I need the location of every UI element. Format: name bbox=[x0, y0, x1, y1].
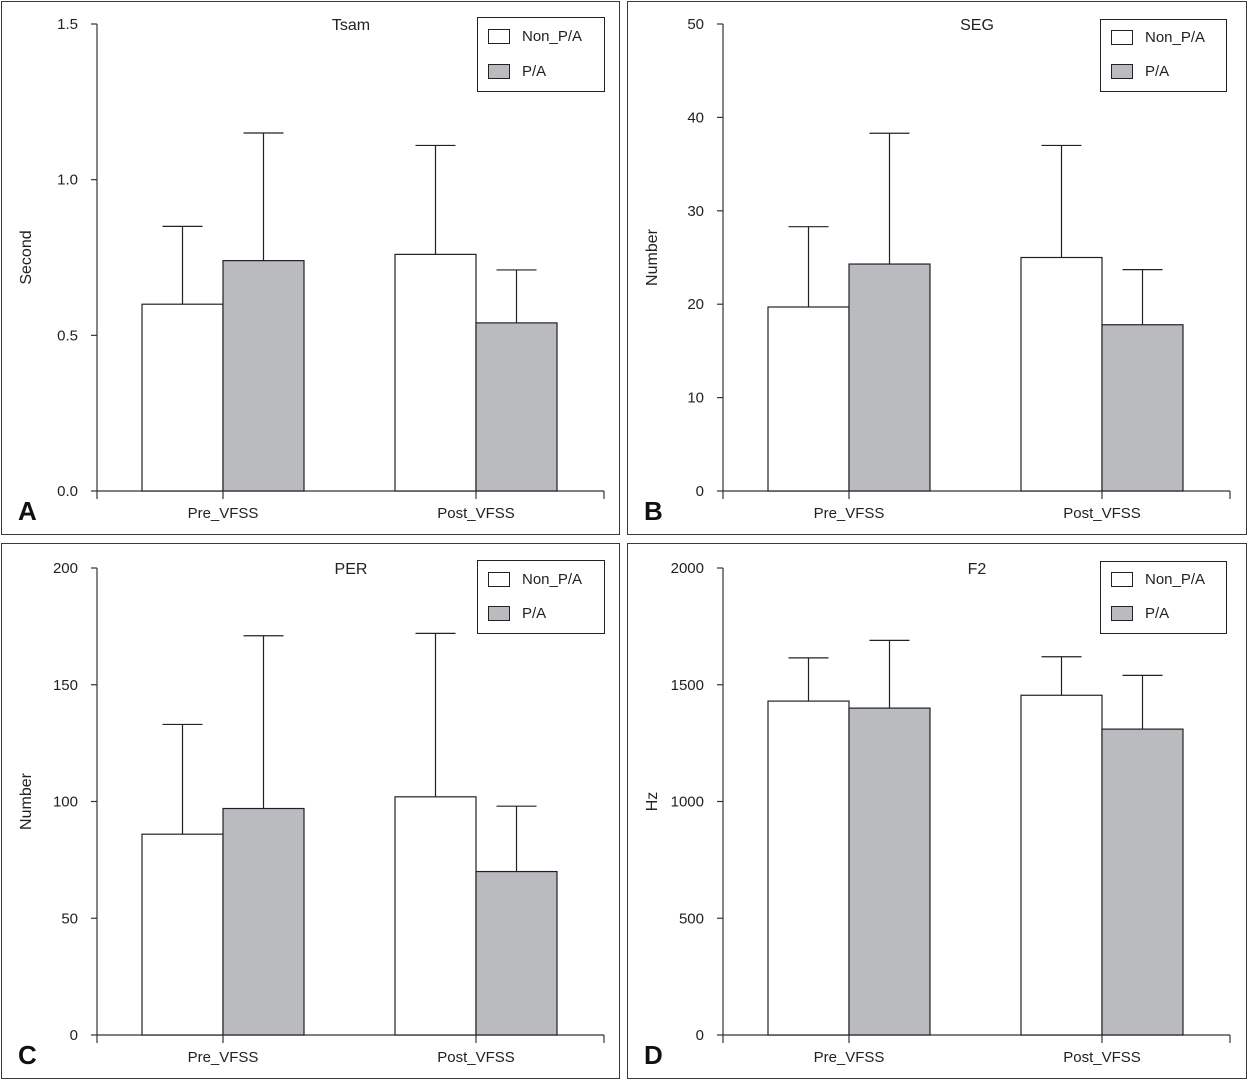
y-tick-label: 0.0 bbox=[57, 483, 78, 500]
bar bbox=[767, 700, 850, 1036]
chart-panel-d: F2 Hz 2000 1500 1000 500 0 Pre_VFSS Post_VFSS D … bbox=[627, 543, 1247, 1079]
y-tick-label: 0 bbox=[696, 1027, 704, 1044]
legend-item-non-pa: Non_P/A bbox=[1111, 571, 1205, 588]
y-tick-label: 1500 bbox=[671, 677, 704, 694]
y-axis-label: Number bbox=[644, 228, 661, 286]
panel-letter: A bbox=[18, 496, 37, 526]
y-tick-label: 2000 bbox=[671, 560, 704, 577]
x-tick-label: Pre_VFSS bbox=[188, 505, 259, 522]
legend-label-non-pa: Non_P/A bbox=[1145, 571, 1206, 588]
y-tick-label: 40 bbox=[687, 109, 704, 126]
chart-title: PER bbox=[335, 561, 368, 578]
legend-swatch-non-pa bbox=[488, 572, 510, 587]
bar bbox=[1101, 324, 1184, 492]
panel-letter: C bbox=[18, 1040, 37, 1070]
bar bbox=[475, 870, 558, 1036]
legend-item-pa: P/A bbox=[488, 63, 546, 80]
legend-swatch-non-pa bbox=[1111, 572, 1133, 587]
bar bbox=[394, 253, 477, 492]
x-tick-label: Pre_VFSS bbox=[188, 1049, 259, 1066]
legend-item-pa: P/A bbox=[488, 605, 546, 622]
x-tick-label: Post_VFSS bbox=[1063, 505, 1141, 522]
bar bbox=[848, 263, 931, 492]
legend-swatch-non-pa bbox=[488, 29, 510, 44]
legend-label-pa: P/A bbox=[522, 605, 547, 622]
y-tick-label: 50 bbox=[61, 910, 78, 927]
bar bbox=[848, 707, 931, 1036]
y-tick-label: 500 bbox=[679, 910, 704, 927]
chart-svg-d: F2 Hz 2000 1500 1000 500 0 Pre_VFSS Post_VFSS bbox=[644, 560, 1231, 1066]
y-tick-label: 200 bbox=[53, 560, 78, 577]
legend-item-non-pa: Non_P/A bbox=[1111, 29, 1205, 46]
legend-swatch-pa bbox=[1111, 64, 1133, 79]
bar bbox=[475, 322, 558, 492]
chart-panel-a: Tsam Second 1.5 1.0 0.5 0.0 Pre_VFSS Post_VFSS … bbox=[1, 1, 620, 535]
bar bbox=[767, 306, 850, 492]
legend-label-pa: P/A bbox=[1145, 63, 1170, 80]
legend-swatch-pa bbox=[488, 64, 510, 79]
chart-legend: Non_P/A P/A bbox=[477, 17, 605, 92]
bar bbox=[1020, 256, 1103, 492]
bar bbox=[222, 807, 305, 1036]
chart-title: SEG bbox=[960, 17, 994, 34]
bar bbox=[141, 833, 224, 1036]
legend-swatch-non-pa bbox=[1111, 30, 1133, 45]
chart-svg-b: SEG Number 50 40 30 20 10 0 Pre_VFSS Post_VFSS bbox=[644, 16, 1231, 522]
legend-label-non-pa: Non_P/A bbox=[1145, 29, 1206, 46]
chart-title: Tsam bbox=[332, 17, 370, 34]
panel-letter: D bbox=[644, 1040, 663, 1070]
y-tick-label: 30 bbox=[687, 203, 704, 220]
chart-svg-a: Tsam Second 1.5 1.0 0.5 0.0 Pre_VFSS Post_VFSS bbox=[18, 16, 605, 522]
chart-title: F2 bbox=[968, 561, 987, 578]
bar bbox=[222, 260, 305, 492]
legend-swatch-pa bbox=[488, 606, 510, 621]
y-tick-label: 0.5 bbox=[57, 327, 78, 344]
bar bbox=[1101, 728, 1184, 1036]
y-tick-label: 1.0 bbox=[57, 172, 78, 189]
legend-item-pa: P/A bbox=[1111, 605, 1169, 622]
legend-label-non-pa: Non_P/A bbox=[522, 571, 583, 588]
x-tick-label: Post_VFSS bbox=[437, 1049, 515, 1066]
y-tick-label: 1.5 bbox=[57, 16, 78, 33]
bar bbox=[394, 796, 477, 1036]
y-tick-label: 10 bbox=[687, 390, 704, 407]
bar bbox=[1020, 694, 1103, 1036]
chart-legend: Non_P/A P/A bbox=[1100, 561, 1227, 634]
chart-legend: Non_P/A P/A bbox=[1100, 19, 1227, 92]
legend-item-pa: P/A bbox=[1111, 63, 1169, 80]
legend-swatch-pa bbox=[1111, 606, 1133, 621]
y-tick-label: 1000 bbox=[671, 794, 704, 811]
legend-item-non-pa: Non_P/A bbox=[488, 28, 582, 45]
legend-item-non-pa: Non_P/A bbox=[488, 571, 582, 588]
chart-panel-b: SEG Number 50 40 30 20 10 0 Pre_VFSS Post_VFSS B … bbox=[627, 1, 1247, 535]
chart-panel-c: PER Number 200 150 100 50 0 Pre_VFSS Post_VFSS C… bbox=[1, 543, 620, 1079]
y-axis-label: Hz bbox=[644, 792, 661, 812]
y-tick-label: 50 bbox=[687, 16, 704, 33]
legend-label-pa: P/A bbox=[1145, 605, 1170, 622]
x-tick-label: Post_VFSS bbox=[1063, 1049, 1141, 1066]
chart-svg-c: PER Number 200 150 100 50 0 Pre_VFSS Post_VFSS bbox=[18, 560, 605, 1066]
y-axis-label: Second bbox=[18, 230, 35, 284]
y-tick-label: 100 bbox=[53, 794, 78, 811]
panel-letter: B bbox=[644, 496, 663, 526]
bar bbox=[141, 303, 224, 492]
y-tick-label: 20 bbox=[687, 296, 704, 313]
y-tick-label: 0 bbox=[70, 1027, 78, 1044]
chart-legend: Non_P/A P/A bbox=[477, 560, 605, 634]
x-tick-label: Pre_VFSS bbox=[814, 1049, 885, 1066]
x-tick-label: Post_VFSS bbox=[437, 505, 515, 522]
legend-label-non-pa: Non_P/A bbox=[522, 28, 583, 45]
y-axis-label: Number bbox=[18, 772, 35, 830]
x-tick-label: Pre_VFSS bbox=[814, 505, 885, 522]
y-tick-label: 0 bbox=[696, 483, 704, 500]
y-tick-label: 150 bbox=[53, 677, 78, 694]
legend-label-pa: P/A bbox=[522, 63, 547, 80]
